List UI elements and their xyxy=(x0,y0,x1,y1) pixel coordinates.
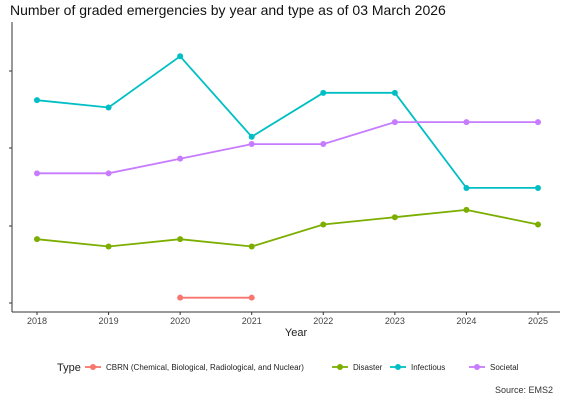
data-point xyxy=(391,89,398,96)
legend-key-point xyxy=(90,364,96,370)
x-tick-label: 2020 xyxy=(170,316,190,326)
x-tick-label: 2024 xyxy=(456,316,476,326)
series-1 xyxy=(34,206,541,250)
series-2 xyxy=(34,53,541,191)
data-point xyxy=(105,243,112,250)
legend-label: Infectious xyxy=(411,363,445,372)
data-point xyxy=(34,236,40,243)
legend-key-point xyxy=(474,364,480,370)
data-point xyxy=(105,170,112,177)
x-tick-label: 2019 xyxy=(99,316,119,326)
legend-item: Disaster xyxy=(332,363,383,372)
legend-item: CBRN (Chemical, Biological, Radiological… xyxy=(85,363,304,372)
data-point xyxy=(105,104,112,111)
data-point xyxy=(248,133,255,140)
series-line xyxy=(37,121,538,175)
data-point xyxy=(177,155,184,162)
series-0 xyxy=(177,294,255,301)
data-point xyxy=(535,221,541,228)
chart-title: Number of graded emergencies by year and… xyxy=(10,2,446,18)
data-point xyxy=(320,141,327,148)
data-point xyxy=(463,119,470,126)
data-point xyxy=(248,141,255,148)
source-note: Source: EMS2 xyxy=(494,385,553,395)
series-line xyxy=(36,208,539,248)
x-tick-label: 2022 xyxy=(313,316,333,326)
data-point xyxy=(320,221,327,228)
legend: Type CBRN (Chemical, Biological, Radiolog… xyxy=(57,362,519,374)
data-point xyxy=(391,119,398,126)
x-tick-label: 2025 xyxy=(528,316,548,326)
x-tick-label: 2021 xyxy=(242,316,262,326)
data-point xyxy=(177,236,184,243)
legend-label: Societal xyxy=(490,363,519,372)
data-point xyxy=(34,170,40,177)
data-point xyxy=(320,89,327,96)
series-layer xyxy=(34,53,541,301)
data-point xyxy=(463,206,470,213)
series-3 xyxy=(34,119,541,177)
legend-label: CBRN (Chemical, Biological, Radiological… xyxy=(106,363,304,372)
series-line xyxy=(36,55,538,189)
axes: 2018 2019 2020 2021 2022 2023 2024 2025 Year xyxy=(9,22,560,339)
legend-item: Societal xyxy=(469,363,519,372)
data-point xyxy=(535,119,541,126)
legend-key-point xyxy=(395,364,401,370)
data-point xyxy=(391,214,398,221)
x-tick-label: 2023 xyxy=(385,316,405,326)
data-point xyxy=(177,294,184,301)
data-point xyxy=(248,294,255,301)
legend-item: Infectious xyxy=(390,363,445,372)
data-point xyxy=(177,53,184,60)
x-axis-title: Year xyxy=(285,327,308,339)
x-tick-label: 2018 xyxy=(27,316,47,326)
legend-label: Disaster xyxy=(353,363,383,372)
legend-title: Type xyxy=(57,362,81,374)
data-point xyxy=(463,184,470,191)
data-point xyxy=(248,243,255,250)
data-point xyxy=(535,184,541,191)
legend-key-point xyxy=(337,364,343,370)
data-point xyxy=(34,97,40,104)
